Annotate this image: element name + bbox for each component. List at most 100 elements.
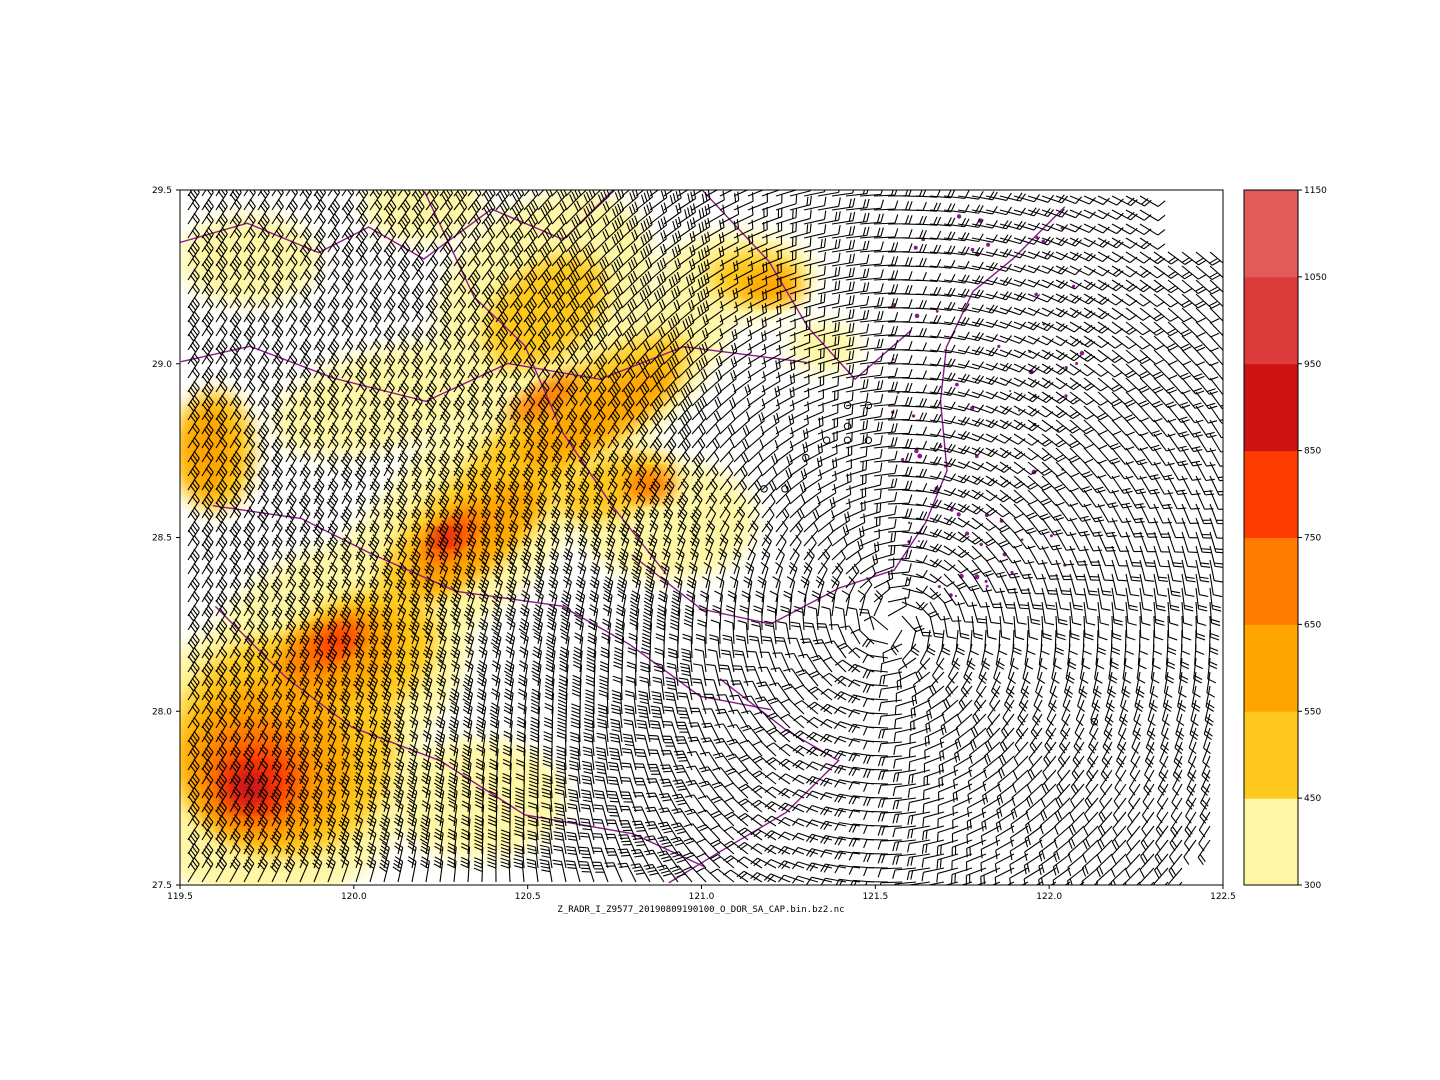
field-contour (741, 271, 802, 304)
island-dot (1064, 394, 1068, 398)
wind-barb (873, 242, 899, 253)
wind-barb (341, 226, 354, 253)
wind-barb (411, 254, 425, 281)
wind-barb (607, 270, 624, 295)
wind-barb (1139, 279, 1165, 293)
wind-barb (593, 242, 610, 267)
wind-barb (551, 190, 559, 197)
wind-barb (257, 198, 270, 225)
wind-barb (775, 190, 797, 197)
wind-barb (775, 222, 797, 239)
wind-barb (257, 254, 270, 281)
wind-barb (1055, 223, 1082, 233)
wind-barb (299, 254, 312, 281)
wind-barb (243, 198, 256, 225)
wind-barb (691, 245, 710, 267)
wind-barb (565, 228, 581, 253)
wind-barb (677, 258, 696, 281)
wind-barb (327, 240, 340, 267)
wind-barb (257, 240, 270, 267)
wind-barb (859, 269, 884, 281)
wind-barb (859, 241, 884, 253)
wind-barb (649, 202, 668, 225)
wind-barb (523, 190, 531, 197)
wind-barb (775, 249, 797, 267)
wind-barb (299, 198, 312, 225)
wind-barb (327, 268, 340, 295)
wind-barb (1055, 279, 1082, 290)
wind-barb (551, 255, 567, 281)
wind-barb (635, 257, 653, 281)
wind-barb (229, 212, 242, 239)
wind-barb (789, 195, 812, 211)
wind-barb (1097, 209, 1124, 220)
island-dot (911, 414, 916, 418)
x-tick-label: 120.0 (341, 892, 367, 902)
wind-barb (635, 271, 652, 295)
wind-barb (481, 255, 495, 281)
island-dot (1010, 570, 1014, 575)
wind-barb (411, 190, 425, 211)
boundary-line (180, 345, 807, 403)
wind-barb (915, 273, 942, 282)
wind-barb (215, 190, 228, 211)
wind-barb (341, 254, 354, 281)
wind-barb (1083, 237, 1110, 248)
wind-barb (187, 240, 200, 267)
wind-barb (621, 215, 639, 239)
wind-barb (397, 190, 403, 197)
y-axis: 29.5 29.0 28.5 28.0 27.5 (152, 186, 180, 891)
wind-barb (285, 190, 298, 211)
wind-barb (593, 190, 602, 197)
island-dot (954, 594, 958, 598)
field-contour (624, 470, 675, 501)
wind-barb (999, 192, 1026, 202)
wind-barb (313, 268, 326, 295)
wind-barb (985, 291, 1013, 301)
wind-barb (1153, 251, 1179, 265)
wind-barb (215, 254, 228, 281)
wind-barb (467, 199, 482, 225)
wind-barb (915, 216, 942, 226)
wind-barb (789, 278, 811, 295)
wind-barb (621, 201, 639, 225)
island-dot (1064, 365, 1068, 370)
wind-barb (495, 213, 510, 239)
wind-barb (747, 234, 768, 253)
wind-barb (915, 258, 942, 268)
colorbar-tick-label: 450 (1304, 794, 1321, 804)
wind-barb (285, 240, 298, 267)
wind-barb (761, 221, 783, 239)
island-dot (1017, 409, 1021, 412)
wind-barb (523, 213, 539, 239)
wind-barb (999, 207, 1026, 216)
island-dot (907, 578, 910, 581)
wind-barb (229, 198, 242, 225)
colorbar-tick-label: 300 (1304, 881, 1321, 891)
island-dot (1079, 350, 1085, 356)
wind-barb (1139, 237, 1166, 250)
wind-barb (495, 241, 510, 267)
wind-barb (509, 190, 516, 197)
wind-barb (551, 200, 567, 225)
wind-barbs (187, 190, 1223, 885)
island-dot (900, 457, 905, 462)
wind-barb (579, 228, 596, 253)
wind-barb (453, 269, 467, 295)
wind-barb (1041, 293, 1068, 304)
wind-barb (425, 268, 439, 295)
wind-barb (299, 226, 312, 253)
wind-barb (1055, 237, 1082, 247)
wind-barb (537, 241, 552, 267)
colorbar-segment (1244, 276, 1298, 365)
wind-barb (509, 269, 524, 295)
wind-barb (509, 227, 524, 253)
wind-barb (971, 205, 998, 215)
wind-barb (971, 248, 998, 257)
wind-barb (607, 229, 624, 253)
wind-barb (1181, 265, 1207, 280)
wind-barb (705, 245, 725, 267)
wind-barb (397, 240, 411, 267)
wind-barb (677, 272, 696, 295)
wind-barb (355, 226, 369, 253)
